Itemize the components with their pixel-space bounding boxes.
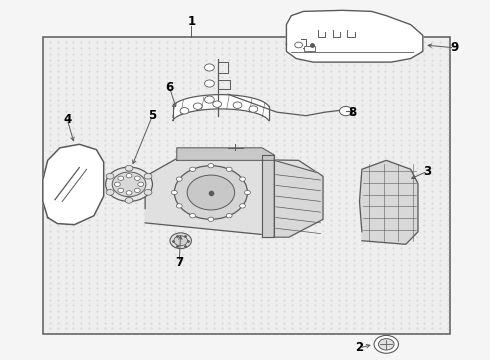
Circle shape <box>170 233 192 249</box>
Polygon shape <box>43 144 104 225</box>
Circle shape <box>240 204 245 208</box>
Bar <box>43 37 450 334</box>
Text: 2: 2 <box>355 341 364 354</box>
Polygon shape <box>145 158 323 237</box>
Circle shape <box>125 198 133 203</box>
Circle shape <box>118 176 123 180</box>
Polygon shape <box>262 155 274 237</box>
Circle shape <box>240 177 245 181</box>
Text: 5: 5 <box>148 109 156 122</box>
Circle shape <box>134 188 140 193</box>
Circle shape <box>208 217 214 221</box>
Circle shape <box>233 102 242 108</box>
Circle shape <box>176 204 182 208</box>
Circle shape <box>118 188 123 193</box>
Polygon shape <box>172 95 269 121</box>
Circle shape <box>138 182 144 186</box>
Polygon shape <box>287 10 423 62</box>
Circle shape <box>106 167 152 202</box>
Circle shape <box>226 213 232 218</box>
Circle shape <box>226 167 232 171</box>
Text: 7: 7 <box>175 256 183 269</box>
Circle shape <box>194 103 202 109</box>
Circle shape <box>106 174 114 179</box>
Circle shape <box>340 107 352 116</box>
Circle shape <box>174 166 247 219</box>
Text: 1: 1 <box>187 14 196 27</box>
Text: 6: 6 <box>165 81 173 94</box>
Circle shape <box>204 96 214 103</box>
Circle shape <box>106 189 114 195</box>
Text: 8: 8 <box>348 105 356 119</box>
Circle shape <box>126 191 132 195</box>
Circle shape <box>112 172 146 197</box>
Circle shape <box>144 189 152 195</box>
Circle shape <box>144 174 152 179</box>
Polygon shape <box>274 160 323 237</box>
Circle shape <box>245 190 250 195</box>
Circle shape <box>204 80 214 87</box>
Circle shape <box>134 176 140 180</box>
Circle shape <box>125 165 133 171</box>
Circle shape <box>187 175 235 210</box>
Circle shape <box>294 42 302 48</box>
Circle shape <box>126 174 132 178</box>
Circle shape <box>378 339 394 350</box>
Polygon shape <box>177 148 274 160</box>
Bar <box>304 46 315 51</box>
Text: 9: 9 <box>450 41 459 54</box>
Circle shape <box>249 106 258 112</box>
Circle shape <box>208 163 214 168</box>
Circle shape <box>190 213 196 218</box>
Circle shape <box>174 236 188 246</box>
Circle shape <box>180 108 189 114</box>
Circle shape <box>204 64 214 71</box>
Circle shape <box>172 190 177 195</box>
Circle shape <box>213 101 221 107</box>
Text: 3: 3 <box>424 165 432 177</box>
Circle shape <box>190 167 196 171</box>
Circle shape <box>374 336 398 353</box>
Circle shape <box>115 182 120 186</box>
Circle shape <box>176 177 182 181</box>
Polygon shape <box>360 160 418 244</box>
Text: 4: 4 <box>63 113 71 126</box>
